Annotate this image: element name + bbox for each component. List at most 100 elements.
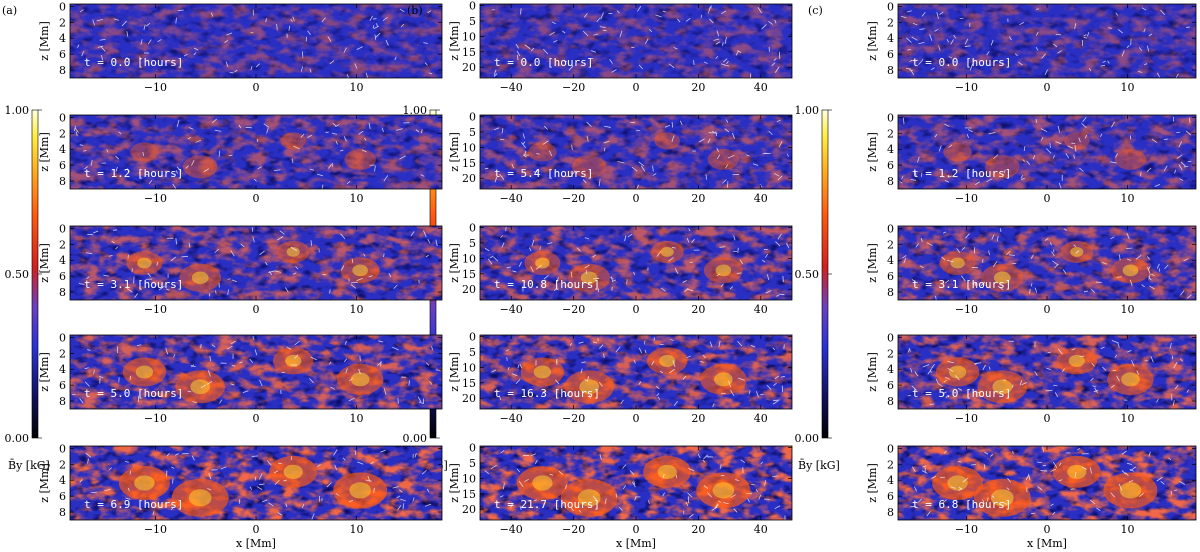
flux-core — [1067, 464, 1087, 480]
velocity-arrow — [134, 293, 139, 298]
x-tick-label: 0 — [1044, 303, 1051, 316]
velocity-arrow — [1026, 160, 1031, 165]
z-axis-label: z [Mm] — [38, 463, 51, 503]
velocity-arrow — [956, 248, 961, 253]
velocity-arrow — [522, 154, 527, 158]
z-tick-label: 4 — [59, 474, 66, 487]
velocity-arrow — [718, 340, 721, 348]
time-annotation: t = 3.1 [hours] — [84, 278, 183, 291]
x-tick-label: 0 — [253, 81, 260, 94]
velocity-arrow — [140, 39, 143, 45]
velocity-arrow — [670, 338, 674, 342]
velocity-arrow — [398, 489, 403, 493]
velocity-arrow — [343, 136, 347, 142]
velocity-arrow — [907, 49, 912, 51]
velocity-arrow — [394, 56, 397, 61]
velocity-arrow — [777, 233, 782, 240]
velocity-arrow — [1052, 461, 1058, 468]
velocity-arrow — [1091, 362, 1095, 367]
velocity-arrow — [348, 499, 353, 503]
velocity-arrow — [1074, 471, 1077, 478]
velocity-arrow — [739, 259, 744, 265]
velocity-arrow — [1160, 481, 1165, 485]
velocity-arrow — [919, 28, 925, 30]
time-annotation: t = 6.8 [hours] — [912, 498, 1011, 511]
velocity-arrow — [383, 253, 385, 258]
velocity-arrow — [494, 177, 498, 183]
velocity-arrow — [147, 272, 152, 278]
velocity-arrow — [1040, 470, 1048, 472]
velocity-arrow — [1057, 125, 1060, 133]
velocity-arrow — [327, 36, 332, 42]
velocity-arrow — [225, 61, 229, 67]
velocity-arrow — [727, 155, 735, 159]
velocity-arrow — [1178, 141, 1183, 148]
velocity-arrow — [1006, 487, 1010, 491]
velocity-arrow — [715, 41, 721, 45]
velocity-arrow — [921, 172, 923, 177]
velocity-arrow — [570, 271, 573, 278]
velocity-arrow — [673, 401, 678, 407]
velocity-arrow — [941, 256, 946, 261]
z-axis-label: z [Mm] — [38, 352, 51, 392]
time-annotation: t = 0.0 [hours] — [84, 56, 183, 69]
velocity-arrow — [947, 367, 954, 372]
velocity-arrow — [255, 63, 260, 68]
panel-label: (b) — [407, 4, 423, 17]
velocity-arrow — [187, 137, 191, 140]
velocity-arrow — [723, 64, 730, 67]
velocity-arrow — [309, 68, 312, 73]
flux-core — [285, 354, 302, 367]
velocity-arrow — [558, 470, 563, 475]
z-tick-label: 8 — [59, 64, 66, 77]
velocity-arrow — [518, 481, 524, 488]
x-tick-label: −10 — [955, 523, 978, 536]
velocity-arrow — [1075, 250, 1080, 254]
z-tick-label: 0 — [59, 442, 66, 455]
velocity-arrow — [310, 240, 313, 246]
z-tick-label: 5 — [469, 126, 476, 139]
velocity-arrow — [1174, 73, 1179, 81]
velocity-arrow — [190, 365, 196, 368]
velocity-arrow — [907, 349, 910, 353]
velocity-arrow — [1021, 177, 1025, 180]
velocity-arrow — [1126, 45, 1130, 49]
velocity-arrows — [909, 446, 1186, 517]
velocity-arrow — [226, 345, 233, 350]
velocity-arrow — [918, 59, 924, 65]
x-tick-label: 0 — [633, 523, 640, 536]
flux-core — [535, 257, 550, 269]
velocity-arrow — [96, 18, 104, 22]
velocity-arrow — [986, 50, 990, 56]
velocity-arrow — [637, 5, 642, 12]
velocity-arrow — [175, 453, 179, 456]
flux-core — [191, 271, 209, 285]
velocity-arrow — [87, 458, 89, 464]
velocity-arrow — [950, 39, 954, 45]
velocity-arrow — [374, 165, 376, 172]
velocity-arrow — [580, 368, 583, 374]
velocity-arrow — [516, 468, 521, 473]
velocity-arrow — [624, 235, 627, 242]
velocity-arrow — [350, 284, 357, 289]
velocity-arrow — [729, 286, 734, 290]
velocity-arrow — [340, 149, 344, 152]
velocity-arrow — [974, 362, 982, 364]
velocity-arrow — [1058, 182, 1062, 189]
z-axis-label: z [Mm] — [866, 132, 879, 172]
velocity-arrow — [84, 381, 90, 387]
velocity-arrow — [934, 28, 939, 32]
velocity-arrow — [493, 73, 498, 77]
velocity-arrow — [1100, 64, 1106, 67]
z-tick-label: 0 — [887, 0, 894, 13]
velocity-arrow — [902, 117, 905, 125]
velocity-arrow — [703, 61, 708, 64]
velocity-arrow — [250, 66, 253, 71]
velocity-arrow — [310, 356, 317, 361]
velocity-arrow — [399, 155, 406, 160]
z-tick-label: 6 — [59, 379, 66, 392]
velocity-arrow — [101, 54, 104, 61]
velocity-arrow — [1055, 141, 1062, 145]
velocity-arrow — [506, 357, 508, 361]
